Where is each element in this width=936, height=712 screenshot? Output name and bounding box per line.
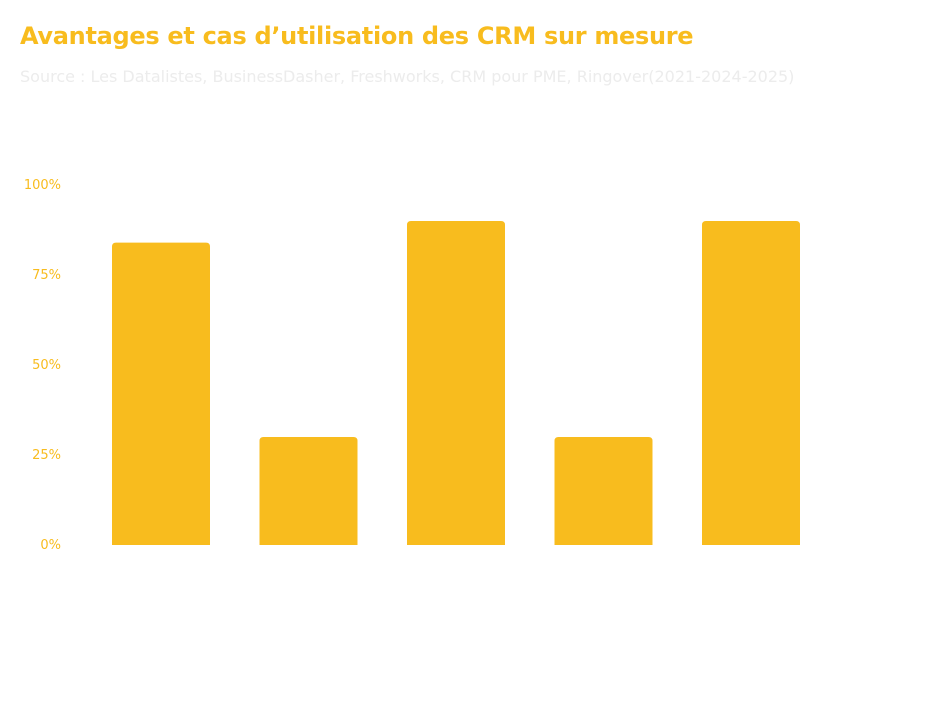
- y-tick-label: 50%: [32, 358, 61, 373]
- y-tick-label: 75%: [32, 268, 61, 283]
- bar: [259, 437, 358, 545]
- y-tick-label: 25%: [32, 448, 61, 463]
- chart-title: Avantages et cas d’utilisation des CRM s…: [20, 22, 694, 50]
- bar: [554, 437, 653, 545]
- bar: [407, 221, 505, 545]
- bars: [112, 221, 800, 545]
- y-axis: 0% 25% 50% 75% 100%: [24, 178, 61, 553]
- bar: [702, 221, 800, 545]
- y-tick-label: 100%: [24, 178, 61, 193]
- bar: [112, 242, 210, 545]
- y-tick-label: 0%: [40, 538, 61, 553]
- chart-subtitle: Source : Les Datalistes, BusinessDasher,…: [20, 67, 795, 86]
